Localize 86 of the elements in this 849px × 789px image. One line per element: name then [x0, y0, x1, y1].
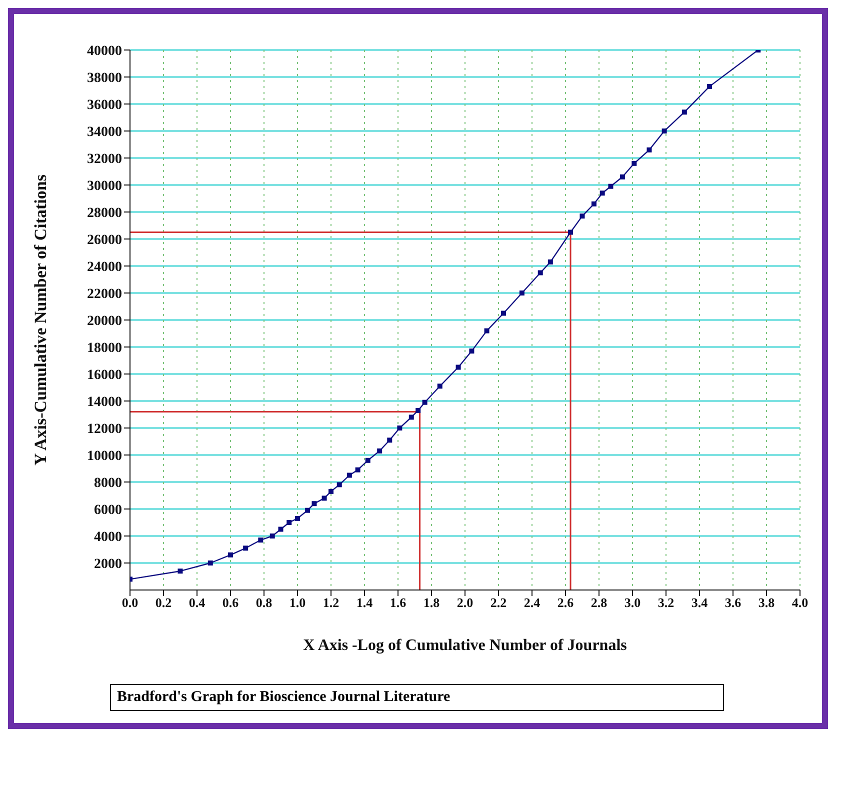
x-tick-label: 1.6 — [390, 595, 407, 610]
x-tick-label: 2.8 — [590, 595, 608, 610]
point — [662, 128, 667, 134]
y-tick-label: 22000 — [87, 286, 122, 302]
x-axis-title: X Axis -Log of Cumulative Number of Journals — [303, 637, 627, 654]
point — [548, 259, 553, 264]
point — [591, 201, 596, 206]
y-tick-label: 18000 — [87, 340, 122, 356]
y-tick-label: 40000 — [87, 44, 122, 59]
point — [501, 310, 506, 316]
y-tick-label: 16000 — [87, 368, 122, 383]
y-tick-label: 10000 — [87, 448, 122, 464]
point — [270, 534, 275, 538]
point — [519, 290, 524, 296]
x-tick-label: 4.0 — [792, 595, 808, 610]
point — [286, 520, 292, 525]
point — [408, 414, 414, 420]
x-tick-label: 1.8 — [423, 595, 440, 610]
x-tick-label: 0.4 — [188, 595, 206, 610]
x-tick-label: 3.8 — [758, 595, 776, 610]
x-tick-label: 0.0 — [122, 595, 138, 610]
y-tick-label: 12000 — [87, 422, 122, 437]
y-tick-label: 2000 — [94, 556, 122, 572]
point — [228, 552, 233, 558]
point — [568, 230, 574, 235]
y-tick-label: 26000 — [87, 232, 122, 248]
point — [305, 508, 310, 513]
y-tick-label: 38000 — [87, 70, 122, 86]
y-tick-label: 36000 — [87, 98, 122, 113]
x-tick-label: 1.0 — [289, 595, 306, 610]
point — [328, 488, 334, 494]
point — [178, 568, 183, 574]
x-tick-label: 2.4 — [524, 595, 541, 610]
y-tick-label: 8000 — [94, 476, 122, 491]
x-tick-label: 3.0 — [624, 595, 641, 610]
x-tick-label: 0.8 — [256, 595, 273, 610]
point — [278, 526, 284, 532]
point — [243, 546, 248, 551]
point — [437, 384, 442, 389]
y-tick-label: 24000 — [87, 260, 122, 275]
point — [580, 214, 585, 219]
point — [632, 160, 637, 166]
x-tick-label: 2.0 — [456, 595, 474, 610]
point — [355, 467, 360, 472]
y-tick-label: 34000 — [87, 124, 122, 140]
point — [707, 84, 712, 89]
y-axis-title: Y Axis-Cumulative Number of Citations — [31, 174, 50, 466]
point — [416, 408, 421, 413]
point — [295, 516, 300, 521]
point — [484, 328, 490, 334]
point — [600, 190, 605, 196]
x-tick-label: 0.6 — [222, 595, 240, 610]
point — [336, 482, 342, 488]
point — [456, 364, 461, 370]
y-tick-label: 32000 — [87, 152, 122, 167]
y-tick-label: 30000 — [87, 178, 122, 194]
x-tick-label: 2.2 — [490, 595, 507, 610]
point — [258, 538, 264, 543]
y-tick-label: 28000 — [87, 206, 122, 221]
x-tick-label: 3.2 — [658, 595, 674, 610]
point — [646, 147, 652, 152]
point — [312, 501, 317, 506]
x-tick-label: 1.4 — [356, 595, 374, 610]
point — [608, 184, 614, 189]
x-tick-label: 0.2 — [155, 595, 172, 610]
point — [682, 110, 687, 115]
point — [208, 560, 213, 566]
point — [397, 426, 402, 430]
point — [422, 400, 428, 405]
point — [387, 438, 392, 443]
point — [365, 458, 370, 463]
point — [322, 496, 327, 501]
y-tick-label: 4000 — [94, 530, 122, 545]
text: Bradford's Graph for Bioscience Journal Literature — [110, 684, 724, 711]
point — [377, 448, 382, 454]
point — [469, 348, 474, 354]
y-tick-label: 6000 — [94, 502, 122, 518]
x-tick-label: 2.6 — [557, 595, 574, 610]
x-tick-label: 1.2 — [322, 595, 340, 610]
y-tick-label: 14000 — [87, 394, 122, 410]
point — [346, 472, 352, 478]
x-tick-label: 3.4 — [691, 595, 708, 610]
y-tick-label: 20000 — [87, 314, 122, 329]
point — [620, 174, 625, 180]
point — [538, 270, 543, 276]
x-tick-label: 3.6 — [724, 595, 742, 610]
